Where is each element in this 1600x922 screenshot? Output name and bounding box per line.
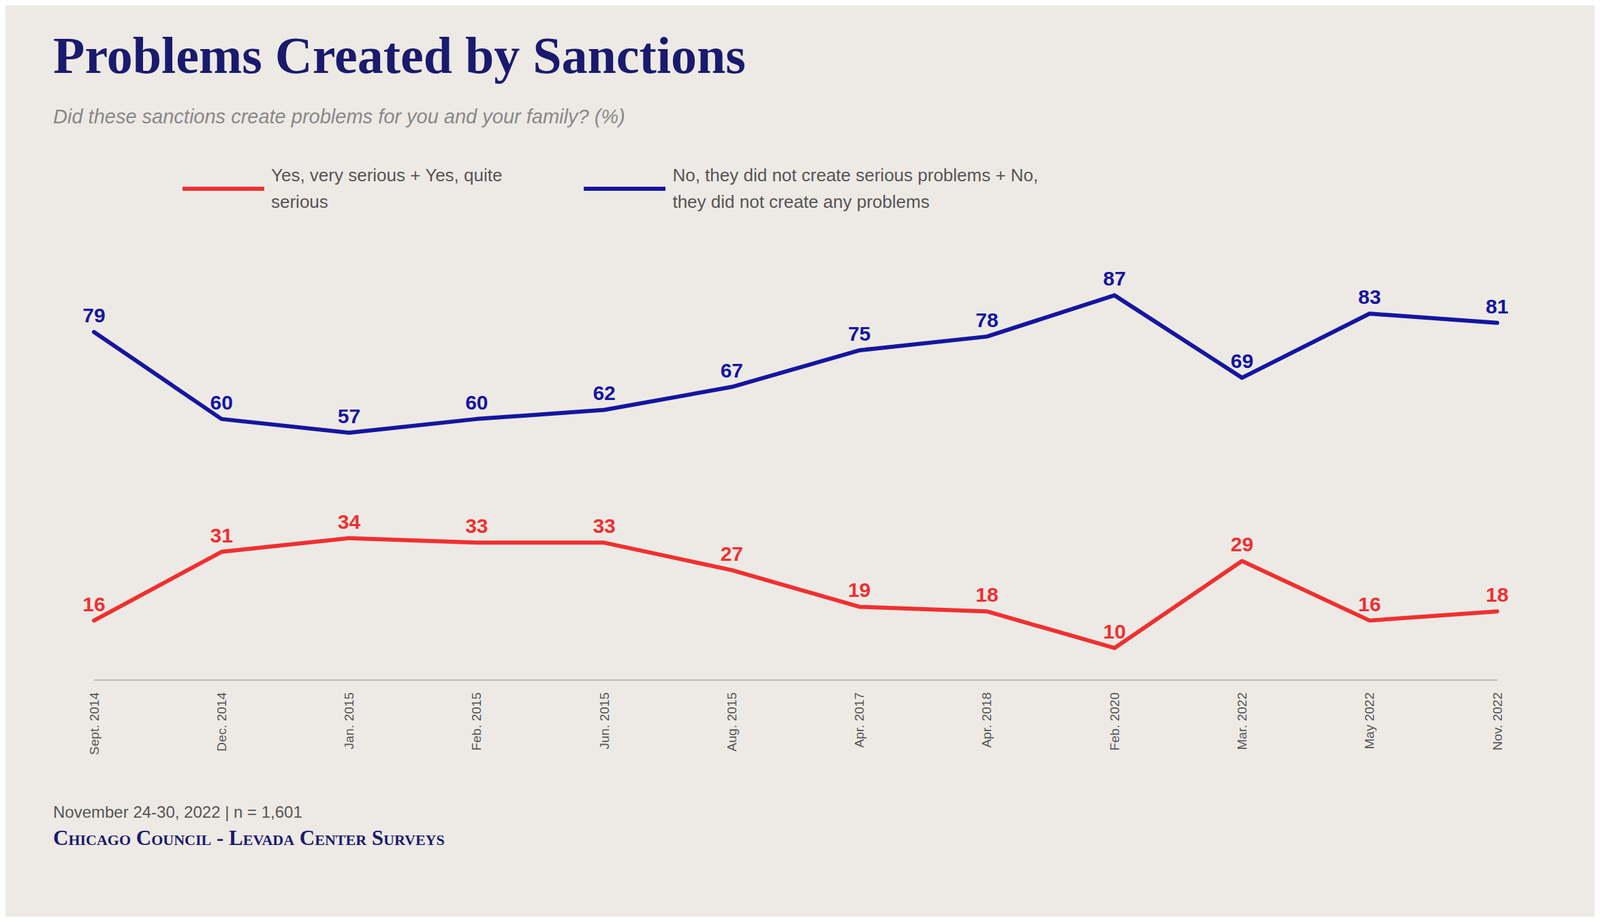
- svg-text:Feb. 2020: Feb. 2020: [1107, 692, 1122, 751]
- svg-text:18: 18: [1485, 583, 1509, 607]
- html-text:Yes, very serious + Yes, quite: Yes, very serious + Yes, quite serious: [271, 165, 503, 213]
- svg-text:Apr. 2018: Apr. 2018: [979, 692, 994, 748]
- svg-text:60: 60: [465, 390, 488, 414]
- html-text:No, they did not create seriou: No, they did not create serious problems…: [672, 165, 1039, 213]
- svg-text:33: 33: [465, 514, 488, 538]
- html-text:Problems Created by Sanctions: Problems Created by Sanctions: [53, 26, 746, 84]
- svg-text:Nov. 2022: Nov. 2022: [1490, 692, 1505, 750]
- svg-text:10: 10: [1102, 619, 1126, 643]
- svg-text:Aug. 2015: Aug. 2015: [724, 692, 740, 752]
- svg-text:27: 27: [720, 542, 744, 565]
- svg-text:67: 67: [720, 358, 744, 382]
- svg-text:May 2022: May 2022: [1362, 692, 1377, 749]
- html-text:Chicago Council - Levada Cente: Chicago Council - Levada Center Surveys: [53, 825, 445, 850]
- svg-text:69: 69: [1230, 350, 1254, 373]
- svg-text:79: 79: [82, 304, 105, 327]
- html-text:Did these sanctions create pro: Did these sanctions create problems for …: [53, 105, 626, 128]
- svg-text:34: 34: [337, 510, 362, 533]
- svg-text:31: 31: [210, 523, 233, 547]
- svg-text:87: 87: [1102, 267, 1126, 291]
- svg-text:18: 18: [975, 583, 998, 607]
- svg-text:78: 78: [975, 308, 998, 332]
- svg-text:33: 33: [592, 514, 616, 538]
- svg-text:16: 16: [1358, 592, 1381, 616]
- svg-text:83: 83: [1358, 286, 1381, 309]
- svg-text:Apr. 2017: Apr. 2017: [852, 692, 867, 748]
- svg-text:57: 57: [337, 404, 361, 428]
- svg-text:Jan. 2015: Jan. 2015: [341, 692, 357, 749]
- svg-text:81: 81: [1485, 294, 1509, 318]
- svg-text:Dec. 2014: Dec. 2014: [214, 692, 229, 752]
- svg-text:29: 29: [1230, 533, 1254, 556]
- svg-text:62: 62: [592, 382, 616, 405]
- svg-text:Jun. 2015: Jun. 2015: [597, 692, 612, 749]
- svg-text:16: 16: [82, 592, 105, 616]
- svg-text:60: 60: [210, 390, 233, 414]
- svg-text:75: 75: [848, 322, 871, 345]
- svg-text:Sept. 2014: Sept. 2014: [87, 692, 102, 755]
- html-text:November 24-30, 2022 | n = 1,6: November 24-30, 2022 | n = 1,601: [53, 802, 303, 822]
- svg-text:Feb. 2015: Feb. 2015: [469, 692, 484, 751]
- svg-text:Mar. 2022: Mar. 2022: [1234, 692, 1250, 750]
- svg-text:19: 19: [848, 578, 871, 602]
